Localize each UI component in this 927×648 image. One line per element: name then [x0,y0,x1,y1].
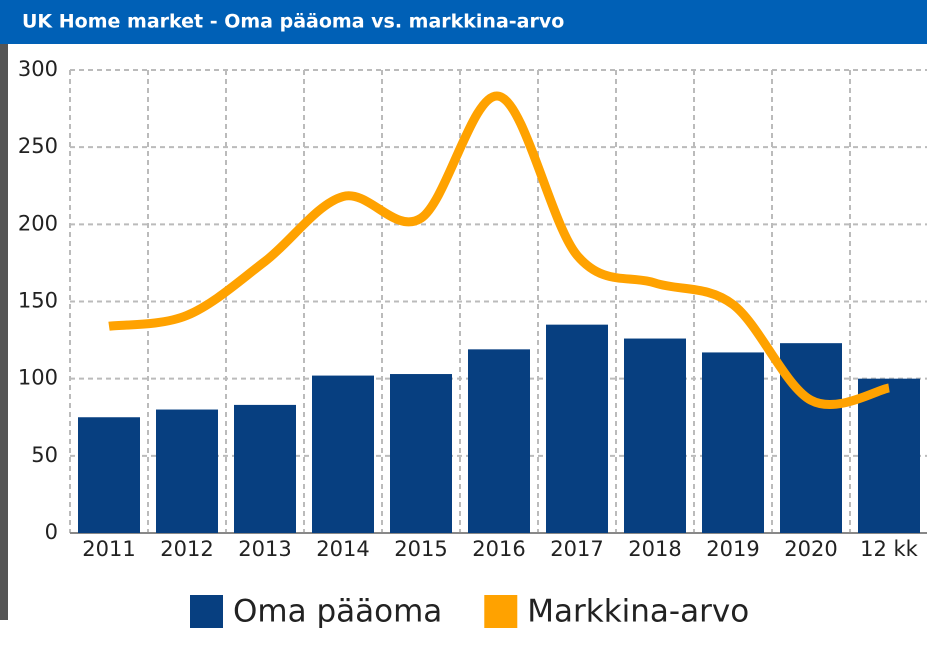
y-tick-label: 0 [45,520,58,544]
bar [624,338,686,533]
legend-swatch [190,595,223,628]
y-tick-label: 150 [18,289,58,313]
x-tick-label: 2019 [706,537,759,561]
legend-label: Oma pääoma [233,594,442,630]
y-tick-label: 250 [18,134,58,158]
x-tick-label: 2013 [238,537,291,561]
left-edge [0,44,8,620]
y-tick-label: 300 [18,57,58,81]
chart-title: UK Home market - Oma pääoma vs. markkina… [22,11,564,33]
bar [390,374,452,533]
legend-swatch [484,595,518,628]
bar [780,343,842,533]
bar [702,352,764,533]
y-tick-label: 200 [18,211,58,235]
line [108,91,891,410]
x-tick-label: 2018 [628,537,681,561]
bar [858,378,920,533]
x-tick-label: 2012 [160,537,213,561]
title-bar [0,0,927,44]
x-tick-label: 2014 [316,537,369,561]
x-tick-label: 12 kk [860,537,919,561]
bar [78,417,140,533]
x-tick-label: 2016 [472,537,525,561]
bar [312,375,374,533]
legend-label: Markkina-arvo [527,594,749,630]
x-tick-label: 2015 [394,537,447,561]
y-tick-label: 50 [31,443,58,467]
x-tick-label: 2011 [82,537,135,561]
bar [468,349,530,533]
x-tick-label: 2017 [550,537,603,561]
bar [546,324,608,533]
x-tick-label: 2020 [784,537,837,561]
y-tick-label: 100 [18,366,58,390]
bar [156,409,218,533]
bar [234,404,296,533]
